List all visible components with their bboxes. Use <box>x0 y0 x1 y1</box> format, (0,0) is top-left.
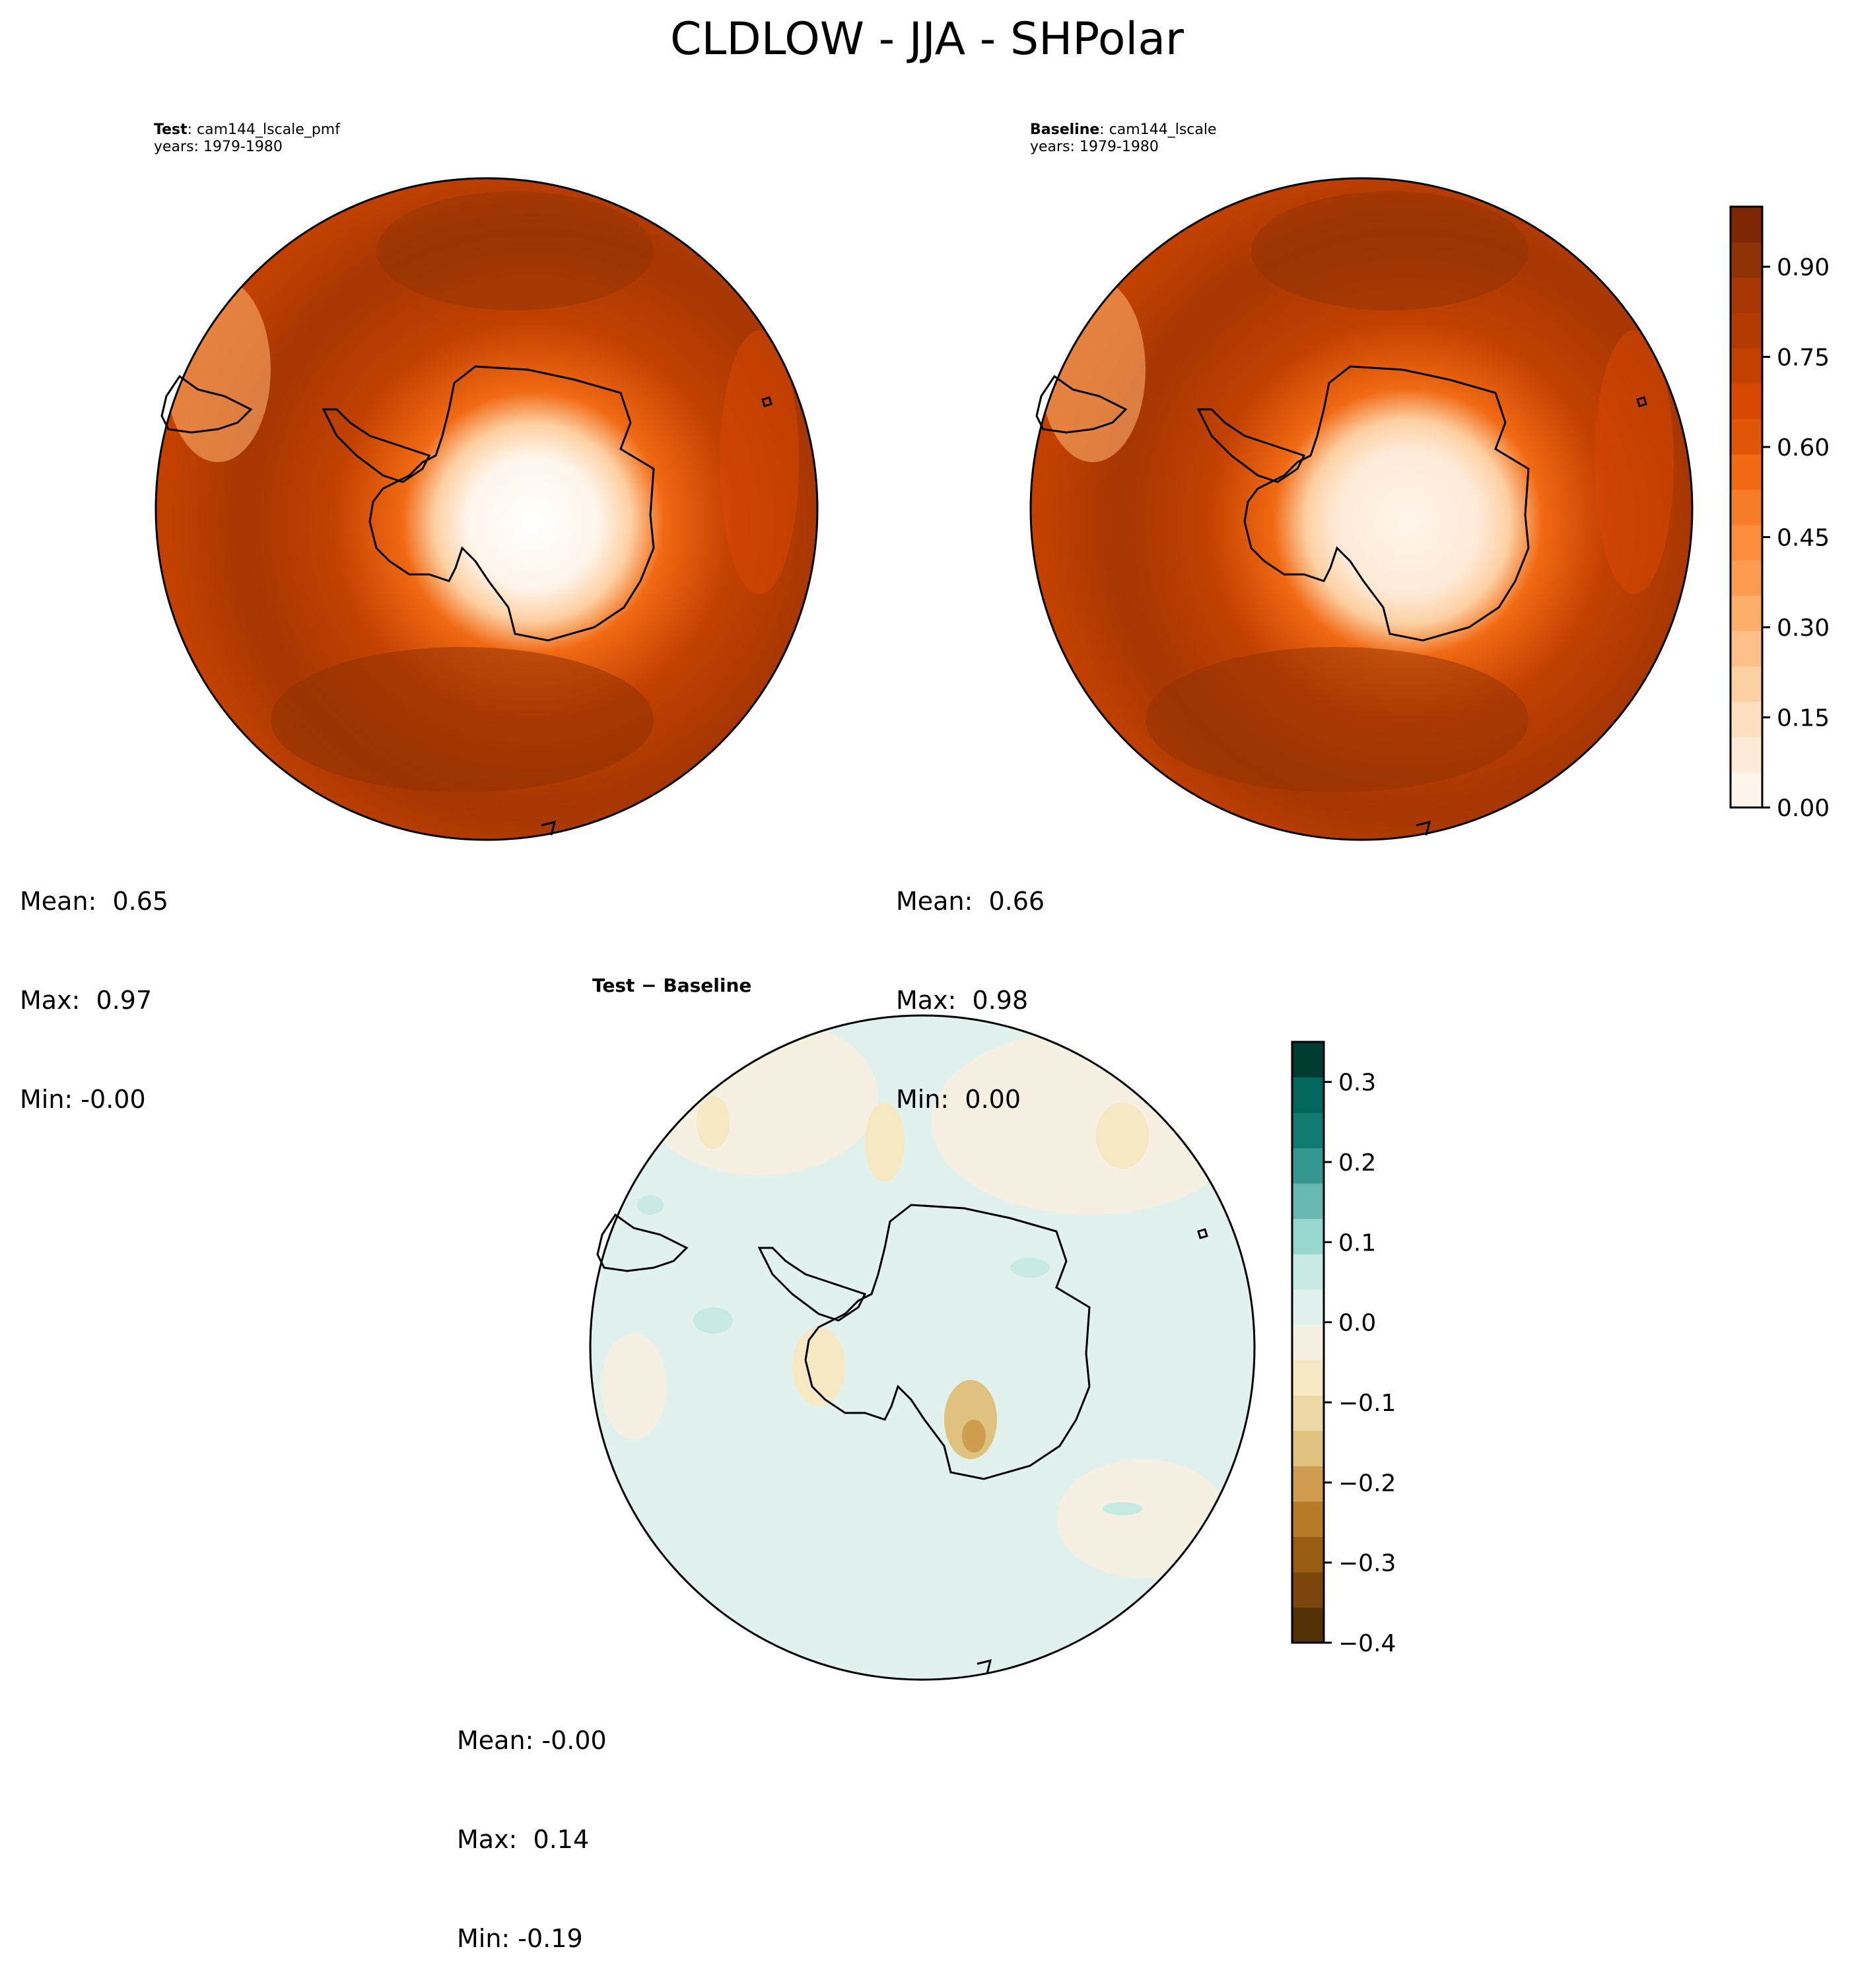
baseline-south-america <box>1035 374 1128 434</box>
diff-antarctica-coast <box>804 1204 1091 1480</box>
field-colorbar-tick-label: 0.45 <box>1777 525 1830 552</box>
field-colorbar-segment <box>1731 631 1762 667</box>
diff-colorbar-frame <box>1291 1041 1325 1644</box>
field-colorbar-segment <box>1731 454 1762 490</box>
diff-map-patterns <box>601 1017 1248 1578</box>
test-min: Min: -0.00 <box>20 1085 146 1114</box>
field-colorbar-segment <box>1731 560 1762 596</box>
field-colorbar-tick-label: 0.30 <box>1777 615 1830 642</box>
diff-colorbar-tick-label: −0.4 <box>1338 1630 1396 1657</box>
test-peninsula <box>322 408 431 483</box>
test-south-america <box>160 374 253 434</box>
diff-colorbar-segment <box>1292 1183 1324 1219</box>
field-colorbar-tick-label: 0.15 <box>1777 705 1830 732</box>
diff-map <box>589 1014 1256 1681</box>
diff-colorbar-tick-label: −0.2 <box>1338 1470 1396 1497</box>
test-map-border <box>154 177 819 841</box>
field-colorbar-segment <box>1731 242 1762 278</box>
diff-colorbar-segment <box>1292 1077 1324 1113</box>
field-colorbar: 0.00 0.15 0.30 0.45 0.60 0.75 0.90 <box>1729 205 1830 822</box>
baseline-max: Max: 0.98 <box>896 986 1029 1015</box>
field-colorbar-segment <box>1731 348 1762 384</box>
field-colorbar-tick-label: 0.90 <box>1777 254 1830 281</box>
figure-title: CLDLOW - JJA - SHPolar <box>670 13 1184 65</box>
diff-colorbar-segment <box>1292 1218 1324 1254</box>
field-colorbar-segment <box>1731 524 1762 561</box>
baseline-case-name: : cam144_lscale <box>1099 121 1217 138</box>
test-max: Max: 0.97 <box>20 986 153 1015</box>
diff-stats: Mean: -0.00 Max: 0.14 Min: -0.19 <box>457 1658 607 1988</box>
field-colorbar-segment <box>1731 277 1762 314</box>
diff-colorbar-tick-label: −0.3 <box>1338 1550 1396 1577</box>
diff-colorbar-tick-label: 0.1 <box>1338 1229 1376 1256</box>
diff-south-america <box>596 1213 689 1272</box>
test-antarctica-coast <box>368 365 655 642</box>
baseline-map-border <box>1029 177 1694 841</box>
field-colorbar-segment <box>1731 419 1762 455</box>
field-colorbar-segment <box>1731 666 1762 702</box>
diff-australia-edge <box>977 1659 992 1674</box>
diff-colorbar-segment <box>1292 1113 1324 1149</box>
baseline-stats: Mean: 0.66 Max: 0.98 Min: 0.00 <box>896 819 1045 1149</box>
diff-colorbar-segment <box>1292 1395 1324 1431</box>
test-years: years: 1979-1980 <box>154 139 283 155</box>
diff-colorbar-segment <box>1292 1148 1324 1184</box>
test-island <box>761 396 772 407</box>
baseline-peninsula <box>1196 408 1306 483</box>
diff-colorbar-segment <box>1292 1501 1324 1537</box>
test-case-name: : cam144_lscale_pmf <box>187 121 340 138</box>
diff-colorbar-tick-label: 0.3 <box>1338 1070 1376 1097</box>
diff-colorbar-tick-label: 0.0 <box>1338 1310 1376 1337</box>
baseline-min: Min: 0.00 <box>896 1085 1021 1114</box>
diff-colorbar-segment <box>1292 1254 1324 1290</box>
field-colorbar-segment <box>1731 736 1762 772</box>
field-colorbar-tick-label: 0.60 <box>1777 434 1830 462</box>
field-colorbar-segment <box>1731 595 1762 631</box>
field-colorbar-segment <box>1731 383 1762 419</box>
diff-colorbar: 0.3 0.2 0.1 0.0 −0.1 −0.2 −0.3 −0.4 <box>1291 1041 1396 1657</box>
test-mean: Mean: 0.65 <box>20 887 169 916</box>
field-colorbar-segment <box>1731 489 1762 526</box>
diff-colorbar-segment <box>1292 1042 1324 1078</box>
test-stats: Mean: 0.65 Max: 0.97 Min: -0.00 <box>20 819 168 1149</box>
diff-panel-label: Test − Baseline <box>592 975 752 996</box>
diff-colorbar-tick-label: 0.2 <box>1338 1149 1376 1177</box>
diff-colorbar-segment <box>1292 1571 1324 1608</box>
diff-island <box>1197 1228 1208 1239</box>
baseline-years: years: 1979-1980 <box>1030 139 1159 155</box>
baseline-island <box>1636 396 1647 407</box>
diff-colorbar-segment <box>1292 1607 1324 1643</box>
field-colorbar-segment <box>1731 772 1762 808</box>
baseline-australia-edge <box>1416 820 1431 836</box>
diff-colorbar-segment <box>1292 1466 1324 1502</box>
figure-canvas: 0.000.150.300.450.600.750.90 0.30.20.10.… <box>154 177 1830 1681</box>
diff-colorbar-segment <box>1292 1536 1324 1573</box>
test-label-bold: Test <box>154 121 188 138</box>
baseline-antarctica-coast <box>1243 365 1530 642</box>
baseline-panel-label: Baseline: cam144_lscale years: 1979-1980 <box>1030 121 1217 156</box>
diff-max: Max: 0.14 <box>457 1825 590 1854</box>
test-map <box>154 177 819 841</box>
baseline-label-bold: Baseline <box>1030 121 1100 138</box>
field-colorbar-segment <box>1731 207 1762 243</box>
baseline-map <box>1029 177 1694 841</box>
diff-colorbar-segment <box>1292 1289 1324 1325</box>
field-colorbar-tick-label: 0.75 <box>1777 345 1830 372</box>
baseline-mean: Mean: 0.66 <box>896 887 1045 916</box>
diff-colorbar-segment <box>1292 1324 1324 1361</box>
diff-peninsula <box>757 1247 867 1322</box>
diff-colorbar-tick-label: −0.1 <box>1338 1390 1396 1417</box>
field-colorbar-frame <box>1729 205 1764 809</box>
diff-colorbar-segment <box>1292 1430 1324 1466</box>
field-colorbar-segment <box>1731 701 1762 737</box>
test-australia-edge <box>541 820 557 836</box>
field-colorbar-tick-label: 0.00 <box>1777 795 1830 822</box>
diff-min: Min: -0.19 <box>457 1924 583 1953</box>
diff-colorbar-segment <box>1292 1359 1324 1396</box>
diff-map-border <box>589 1014 1256 1681</box>
diff-mean: Mean: -0.00 <box>457 1726 607 1755</box>
field-colorbar-segment <box>1731 312 1762 349</box>
test-panel-label: Test: cam144_lscale_pmf years: 1979-1980 <box>154 121 340 156</box>
